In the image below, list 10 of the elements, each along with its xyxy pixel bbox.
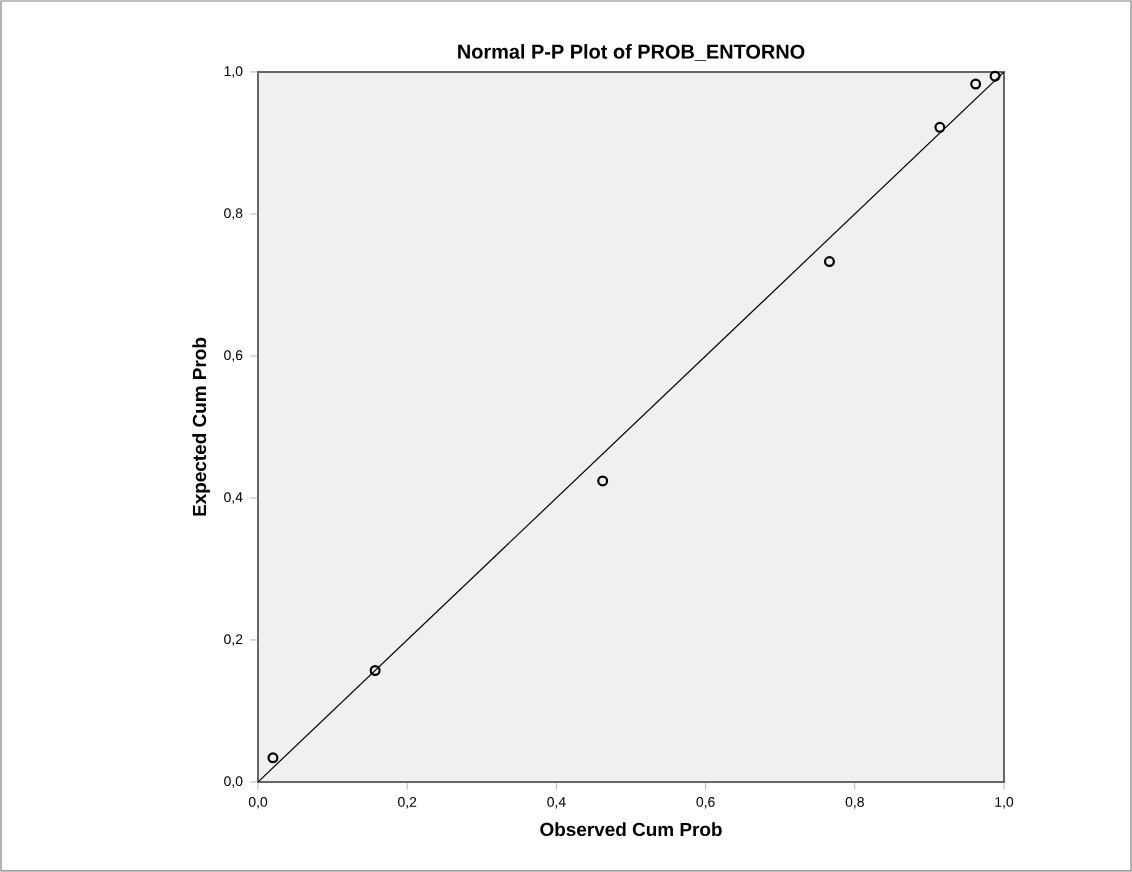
chart-title: Normal P-P Plot of PROB_ENTORNO xyxy=(458,44,805,61)
point xyxy=(989,70,1001,82)
point xyxy=(823,256,835,268)
point xyxy=(597,475,609,487)
point xyxy=(970,78,982,90)
y-axis-title: Expected Cum Prob xyxy=(192,337,210,516)
point xyxy=(369,665,381,676)
x-axis-title: Observed Cum Prob xyxy=(540,822,722,837)
point xyxy=(934,121,946,133)
point xyxy=(267,752,279,764)
